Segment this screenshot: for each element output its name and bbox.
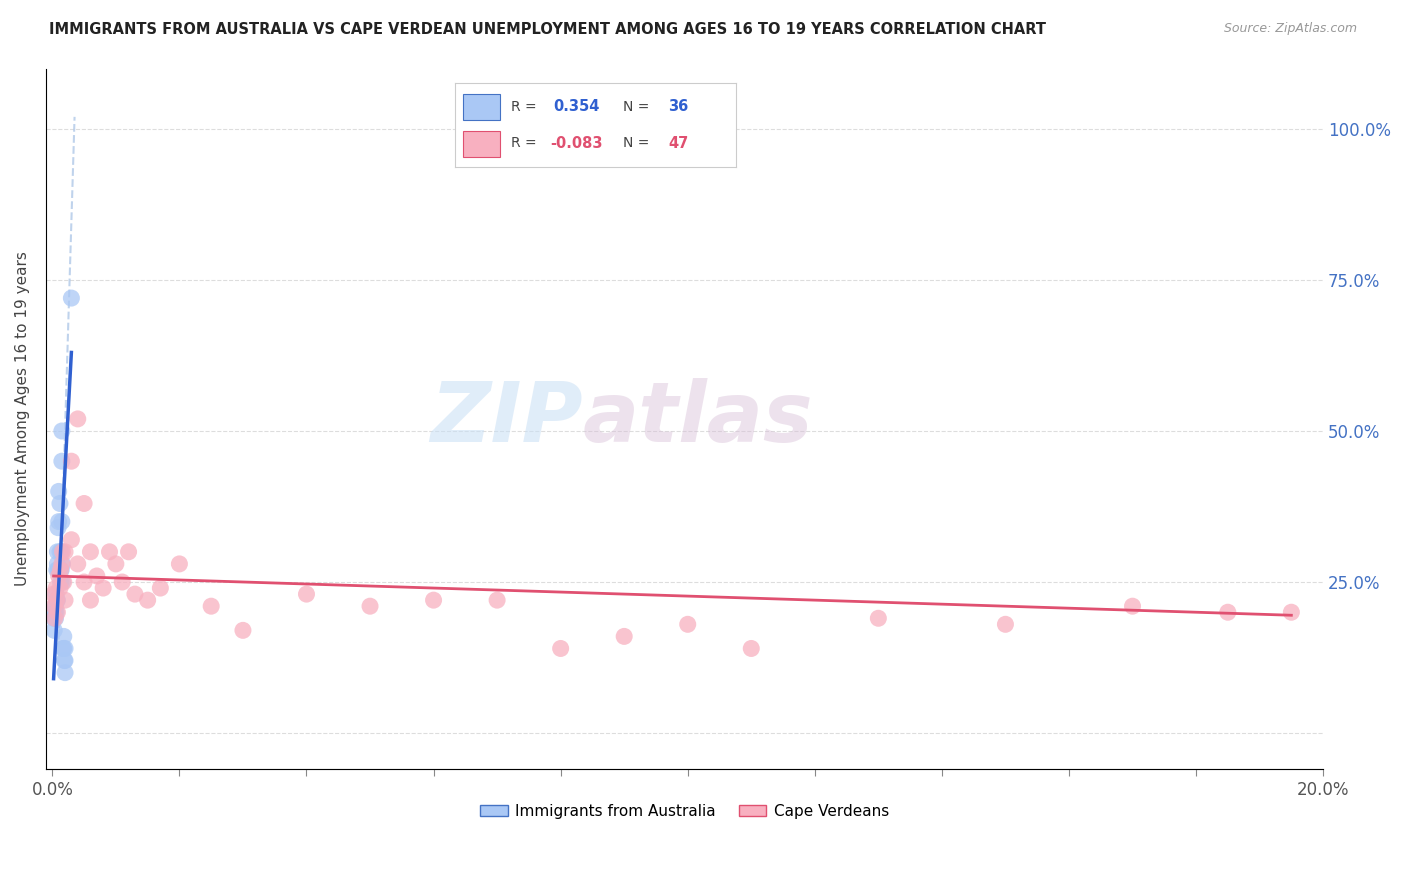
- Point: [136, 593, 159, 607]
- Point: [52, 574, 75, 589]
- Point: [51, 424, 73, 438]
- Point: [46, 605, 69, 619]
- Point: [53, 654, 76, 668]
- Point: [45, 563, 67, 577]
- Point: [79, 593, 101, 607]
- Point: [51, 454, 73, 468]
- Point: [98, 545, 121, 559]
- Text: ZIP: ZIP: [430, 378, 582, 459]
- Point: [49, 545, 72, 559]
- Point: [740, 641, 762, 656]
- Point: [91, 581, 114, 595]
- Point: [359, 599, 381, 614]
- Point: [42, 611, 65, 625]
- Point: [49, 563, 72, 577]
- Point: [49, 496, 72, 510]
- Point: [46, 593, 69, 607]
- Point: [232, 624, 254, 638]
- Point: [295, 587, 318, 601]
- Point: [124, 587, 146, 601]
- Point: [66, 412, 89, 426]
- Point: [45, 587, 67, 601]
- Point: [111, 574, 134, 589]
- Point: [53, 665, 76, 680]
- Point: [48, 563, 70, 577]
- Point: [486, 593, 509, 607]
- Point: [169, 557, 191, 571]
- Point: [613, 629, 636, 643]
- Point: [53, 545, 76, 559]
- Point: [44, 605, 66, 619]
- Text: atlas: atlas: [582, 378, 813, 459]
- Y-axis label: Unemployment Among Ages 16 to 19 years: Unemployment Among Ages 16 to 19 years: [15, 252, 30, 586]
- Point: [52, 629, 75, 643]
- Point: [46, 563, 69, 577]
- Point: [60, 291, 83, 305]
- Point: [44, 611, 66, 625]
- Point: [46, 557, 69, 571]
- Point: [46, 545, 69, 559]
- Point: [52, 641, 75, 656]
- Point: [49, 563, 72, 577]
- Point: [66, 557, 89, 571]
- Point: [51, 545, 73, 559]
- Point: [868, 611, 890, 625]
- Point: [676, 617, 699, 632]
- Point: [51, 557, 73, 571]
- Point: [51, 545, 73, 559]
- Point: [1216, 605, 1239, 619]
- Point: [550, 641, 572, 656]
- Point: [86, 569, 108, 583]
- Point: [60, 454, 83, 468]
- Point: [53, 593, 76, 607]
- Point: [44, 599, 66, 614]
- Point: [73, 574, 96, 589]
- Point: [149, 581, 172, 595]
- Point: [44, 599, 66, 614]
- Point: [48, 569, 70, 583]
- Point: [422, 593, 444, 607]
- Point: [53, 654, 76, 668]
- Point: [45, 593, 67, 607]
- Point: [117, 545, 139, 559]
- Point: [44, 611, 66, 625]
- Point: [44, 624, 66, 638]
- Text: Source: ZipAtlas.com: Source: ZipAtlas.com: [1223, 22, 1357, 36]
- Point: [1279, 605, 1302, 619]
- Point: [51, 557, 73, 571]
- Point: [45, 605, 67, 619]
- Point: [46, 521, 69, 535]
- Point: [49, 581, 72, 595]
- Point: [45, 581, 67, 595]
- Text: IMMIGRANTS FROM AUSTRALIA VS CAPE VERDEAN UNEMPLOYMENT AMONG AGES 16 TO 19 YEARS: IMMIGRANTS FROM AUSTRALIA VS CAPE VERDEA…: [49, 22, 1046, 37]
- Point: [49, 574, 72, 589]
- Point: [51, 515, 73, 529]
- Legend: Immigrants from Australia, Cape Verdeans: Immigrants from Australia, Cape Verdeans: [474, 797, 896, 825]
- Point: [53, 641, 76, 656]
- Point: [79, 545, 101, 559]
- Point: [48, 484, 70, 499]
- Point: [52, 641, 75, 656]
- Point: [60, 533, 83, 547]
- Point: [48, 515, 70, 529]
- Point: [200, 599, 222, 614]
- Point: [51, 574, 73, 589]
- Point: [42, 587, 65, 601]
- Point: [994, 617, 1017, 632]
- Point: [73, 496, 96, 510]
- Point: [51, 563, 73, 577]
- Point: [1121, 599, 1143, 614]
- Point: [104, 557, 127, 571]
- Point: [45, 593, 67, 607]
